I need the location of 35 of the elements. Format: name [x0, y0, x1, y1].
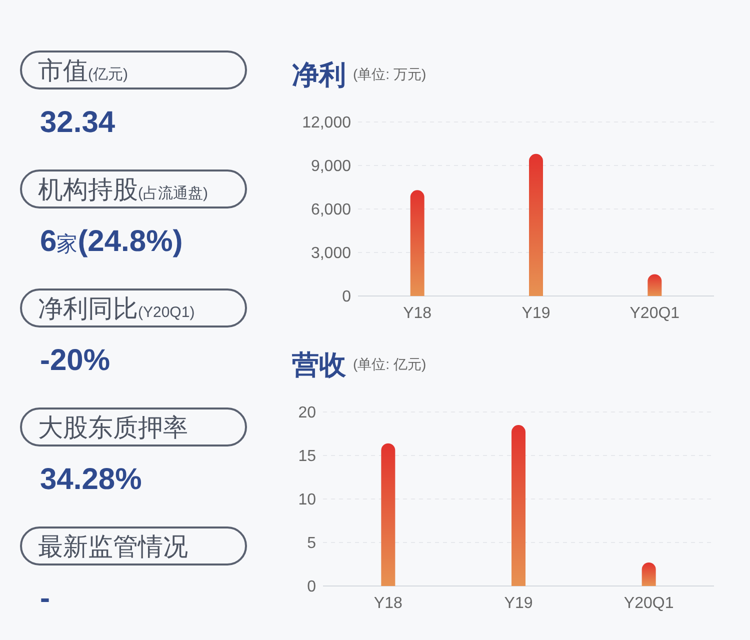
- x-tick-label: Y18: [374, 595, 403, 612]
- text: 净利同比(Y20Q1): [38, 295, 195, 323]
- x-tick-label: Y18: [403, 305, 432, 322]
- y-tick-label: 20: [298, 404, 316, 422]
- chart-subtitle: (单位: 万元): [353, 66, 426, 82]
- x-tick-label: Y19: [522, 305, 550, 322]
- bar: [381, 443, 396, 586]
- bar: [529, 154, 543, 296]
- y-tick-label: 6,000: [310, 202, 352, 219]
- y-tick-label: 3,000: [310, 245, 352, 262]
- text: 6家(24.8%): [40, 225, 183, 258]
- chart-title: 营收: [291, 350, 347, 380]
- y-tick-label: 5: [307, 535, 316, 552]
- text: 大股东质押率: [38, 414, 188, 442]
- x-tick-label: Y20Q1: [624, 595, 674, 612]
- y-tick-label: 10: [298, 492, 316, 509]
- x-tick-label: Y20Q1: [630, 305, 680, 322]
- bar: [642, 562, 656, 586]
- text: 市值(亿元): [38, 57, 128, 85]
- y-tick-label: 9,000: [310, 158, 352, 176]
- x-tick-label: Y19: [504, 595, 533, 612]
- y-tick-label: 15: [298, 448, 316, 466]
- chart-title: 净利: [292, 60, 346, 90]
- text: 32.34: [40, 106, 116, 139]
- text: -20%: [40, 344, 110, 377]
- y-tick-label: 0: [342, 288, 352, 306]
- y-tick-label: 12,000: [302, 114, 352, 132]
- bar: [410, 190, 424, 296]
- text: 34.28%: [40, 463, 142, 496]
- text: 最新监管情况: [38, 533, 188, 561]
- text: 机构持股(占流通盘): [38, 176, 208, 204]
- y-tick-label: 0: [307, 578, 316, 596]
- bar: [512, 425, 526, 586]
- text: -: [40, 582, 50, 615]
- chart-subtitle: (单位: 亿元): [353, 356, 426, 372]
